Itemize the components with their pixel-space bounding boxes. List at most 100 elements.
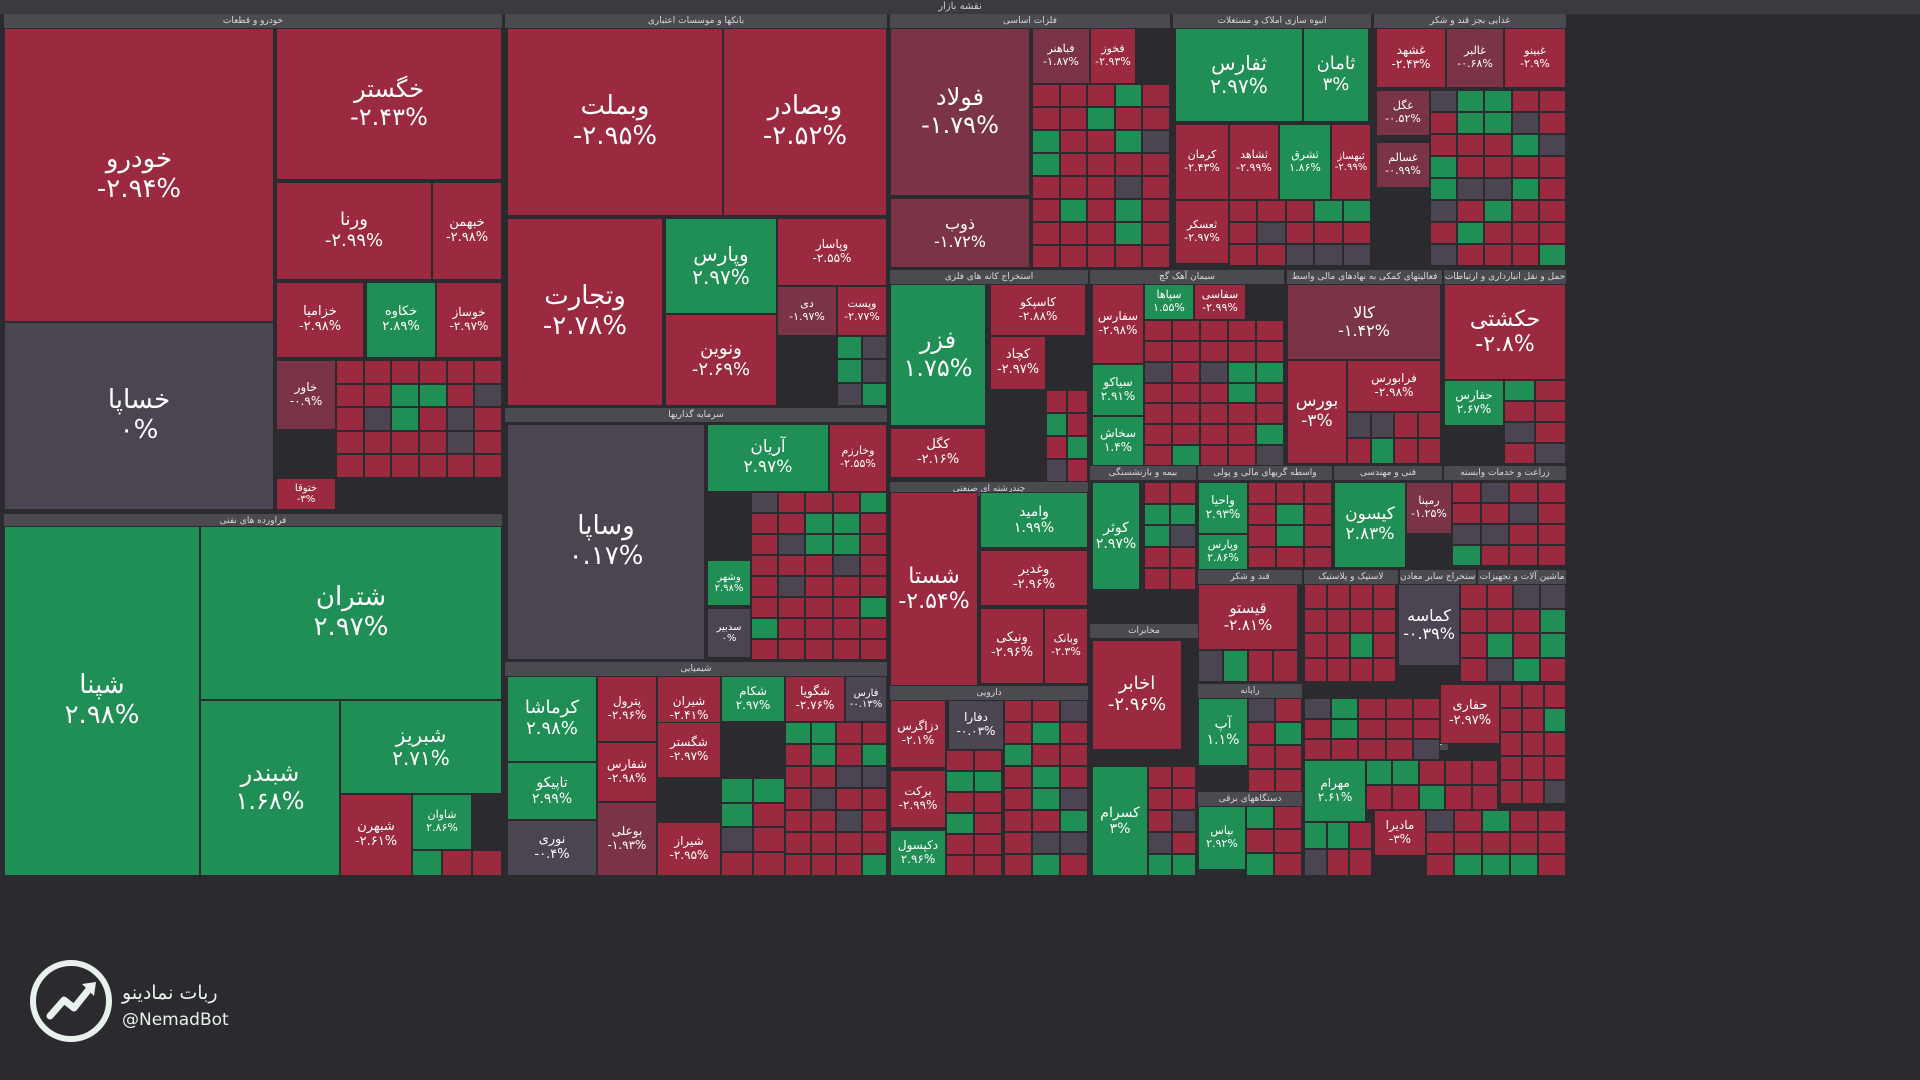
- treemap-small-tile[interactable]: [1142, 84, 1170, 107]
- treemap-small-tile[interactable]: [1454, 810, 1482, 832]
- treemap-tile[interactable]: برکت -۲.۹۹%: [890, 770, 946, 828]
- treemap-small-tile[interactable]: [1480, 545, 1509, 566]
- treemap-small-tile[interactable]: [1500, 684, 1522, 708]
- treemap-small-tile[interactable]: [1331, 698, 1359, 719]
- treemap-small-tile[interactable]: [778, 618, 806, 639]
- treemap-small-tile[interactable]: [1510, 810, 1538, 832]
- treemap-tile[interactable]: وپست -۲.۷۷%: [837, 286, 887, 336]
- treemap-small-tile[interactable]: [1004, 766, 1032, 788]
- treemap-small-tile[interactable]: [1480, 482, 1509, 503]
- treemap-small-tile[interactable]: [1142, 153, 1170, 176]
- treemap-tile[interactable]: شبهرن -۲.۶۱%: [340, 794, 412, 876]
- treemap-small-tile[interactable]: [474, 360, 502, 384]
- treemap-small-tile[interactable]: [778, 597, 806, 618]
- treemap-tile[interactable]: وامید ۱.۹۹%: [980, 492, 1088, 548]
- treemap-tile[interactable]: بپاس ۲.۹۲%: [1198, 806, 1246, 870]
- treemap-small-tile[interactable]: [1304, 822, 1327, 849]
- treemap-small-tile[interactable]: [837, 359, 862, 383]
- treemap-small-tile[interactable]: [1285, 200, 1315, 222]
- treemap-small-tile[interactable]: [1046, 436, 1067, 459]
- treemap-small-tile[interactable]: [1004, 854, 1032, 876]
- treemap-small-tile[interactable]: [1114, 84, 1143, 107]
- treemap-small-tile[interactable]: [1172, 340, 1200, 362]
- treemap-small-tile[interactable]: [446, 430, 475, 455]
- treemap-small-tile[interactable]: [1412, 739, 1440, 760]
- treemap-small-tile[interactable]: [861, 744, 887, 766]
- treemap-small-tile[interactable]: [1513, 633, 1540, 658]
- treemap-small-tile[interactable]: [1256, 445, 1284, 466]
- treemap-small-tile[interactable]: [859, 597, 887, 618]
- treemap-small-tile[interactable]: [1452, 524, 1481, 545]
- treemap-small-tile[interactable]: [810, 810, 836, 832]
- treemap-small-tile[interactable]: [1172, 361, 1200, 383]
- treemap-small-tile[interactable]: [721, 778, 753, 803]
- treemap-small-tile[interactable]: [336, 454, 364, 478]
- treemap-tile[interactable]: بوعلی -۱.۹۳%: [597, 802, 657, 876]
- treemap-small-tile[interactable]: [363, 383, 392, 408]
- treemap-small-tile[interactable]: [1144, 403, 1172, 425]
- treemap-tile[interactable]: واحیا ۲.۹۳%: [1198, 482, 1248, 534]
- treemap-small-tile[interactable]: [778, 555, 806, 576]
- treemap-small-tile[interactable]: [753, 827, 785, 852]
- treemap-small-tile[interactable]: [1200, 340, 1228, 362]
- treemap-small-tile[interactable]: [1200, 403, 1228, 425]
- treemap-small-tile[interactable]: [1457, 178, 1485, 200]
- treemap-tile[interactable]: قیستو -۲.۸۱%: [1198, 584, 1298, 650]
- treemap-small-tile[interactable]: [805, 639, 833, 660]
- treemap-small-tile[interactable]: [1430, 178, 1458, 200]
- treemap-small-tile[interactable]: [336, 360, 364, 384]
- treemap-tile[interactable]: شگستر -۲.۹۷%: [657, 722, 721, 778]
- treemap-small-tile[interactable]: [1046, 459, 1067, 482]
- treemap-small-tile[interactable]: [1172, 810, 1196, 832]
- treemap-small-tile[interactable]: [1480, 524, 1509, 545]
- treemap-small-tile[interactable]: [946, 855, 974, 876]
- treemap-small-tile[interactable]: [1327, 584, 1350, 609]
- treemap-small-tile[interactable]: [1486, 608, 1513, 633]
- treemap-small-tile[interactable]: [1172, 832, 1196, 854]
- treemap-small-tile[interactable]: [1228, 445, 1256, 466]
- treemap-tile[interactable]: ثشرق ۱.۸۶%: [1279, 124, 1331, 200]
- treemap-small-tile[interactable]: [1248, 698, 1275, 722]
- treemap-tile[interactable]: رمپنا -۱.۲۵%: [1406, 482, 1452, 534]
- treemap-small-tile[interactable]: [1246, 852, 1274, 876]
- treemap-small-tile[interactable]: [1522, 732, 1544, 756]
- treemap-small-tile[interactable]: [336, 430, 364, 455]
- treemap-small-tile[interactable]: [1144, 503, 1170, 526]
- treemap-small-tile[interactable]: [1392, 760, 1419, 785]
- treemap-small-tile[interactable]: [1148, 854, 1172, 876]
- treemap-small-tile[interactable]: [1200, 445, 1228, 466]
- treemap-small-tile[interactable]: [1326, 849, 1350, 876]
- treemap-tile[interactable]: وشهر ۲.۹۸%: [707, 560, 751, 606]
- treemap-small-tile[interactable]: [1144, 546, 1170, 569]
- treemap-small-tile[interactable]: [1511, 90, 1539, 112]
- treemap-small-tile[interactable]: [1172, 403, 1200, 425]
- treemap-small-tile[interactable]: [1445, 760, 1472, 785]
- treemap-small-tile[interactable]: [1349, 849, 1372, 876]
- treemap-small-tile[interactable]: [1314, 244, 1343, 266]
- treemap-small-tile[interactable]: [778, 492, 806, 513]
- treemap-small-tile[interactable]: [805, 555, 833, 576]
- treemap-tile[interactable]: پترول -۲.۹۶%: [597, 676, 657, 742]
- treemap-small-tile[interactable]: [946, 771, 974, 792]
- treemap-small-tile[interactable]: [1304, 584, 1327, 609]
- treemap-small-tile[interactable]: [1460, 633, 1487, 658]
- treemap-small-tile[interactable]: [1198, 650, 1223, 682]
- treemap-small-tile[interactable]: [1059, 222, 1088, 245]
- treemap-small-tile[interactable]: [1417, 438, 1441, 464]
- treemap-small-tile[interactable]: [861, 832, 887, 854]
- treemap-small-tile[interactable]: [1144, 525, 1170, 547]
- treemap-small-tile[interactable]: [336, 383, 364, 408]
- treemap-tile[interactable]: سپاها ۱.۵۵%: [1144, 284, 1194, 320]
- treemap-small-tile[interactable]: [1457, 244, 1485, 266]
- treemap-small-tile[interactable]: [1331, 739, 1359, 760]
- treemap-small-tile[interactable]: [862, 359, 887, 383]
- treemap-small-tile[interactable]: [1144, 320, 1172, 341]
- treemap-tile[interactable]: وبملت -۲.۹۵%: [507, 28, 723, 216]
- treemap-small-tile[interactable]: [1304, 525, 1332, 547]
- treemap-small-tile[interactable]: [859, 534, 887, 555]
- treemap-small-tile[interactable]: [1535, 422, 1566, 443]
- treemap-tile[interactable]: اخابر -۲.۹۶%: [1092, 640, 1182, 750]
- treemap-small-tile[interactable]: [1484, 200, 1512, 222]
- treemap-small-tile[interactable]: [1471, 760, 1498, 785]
- treemap-small-tile[interactable]: [1246, 806, 1274, 830]
